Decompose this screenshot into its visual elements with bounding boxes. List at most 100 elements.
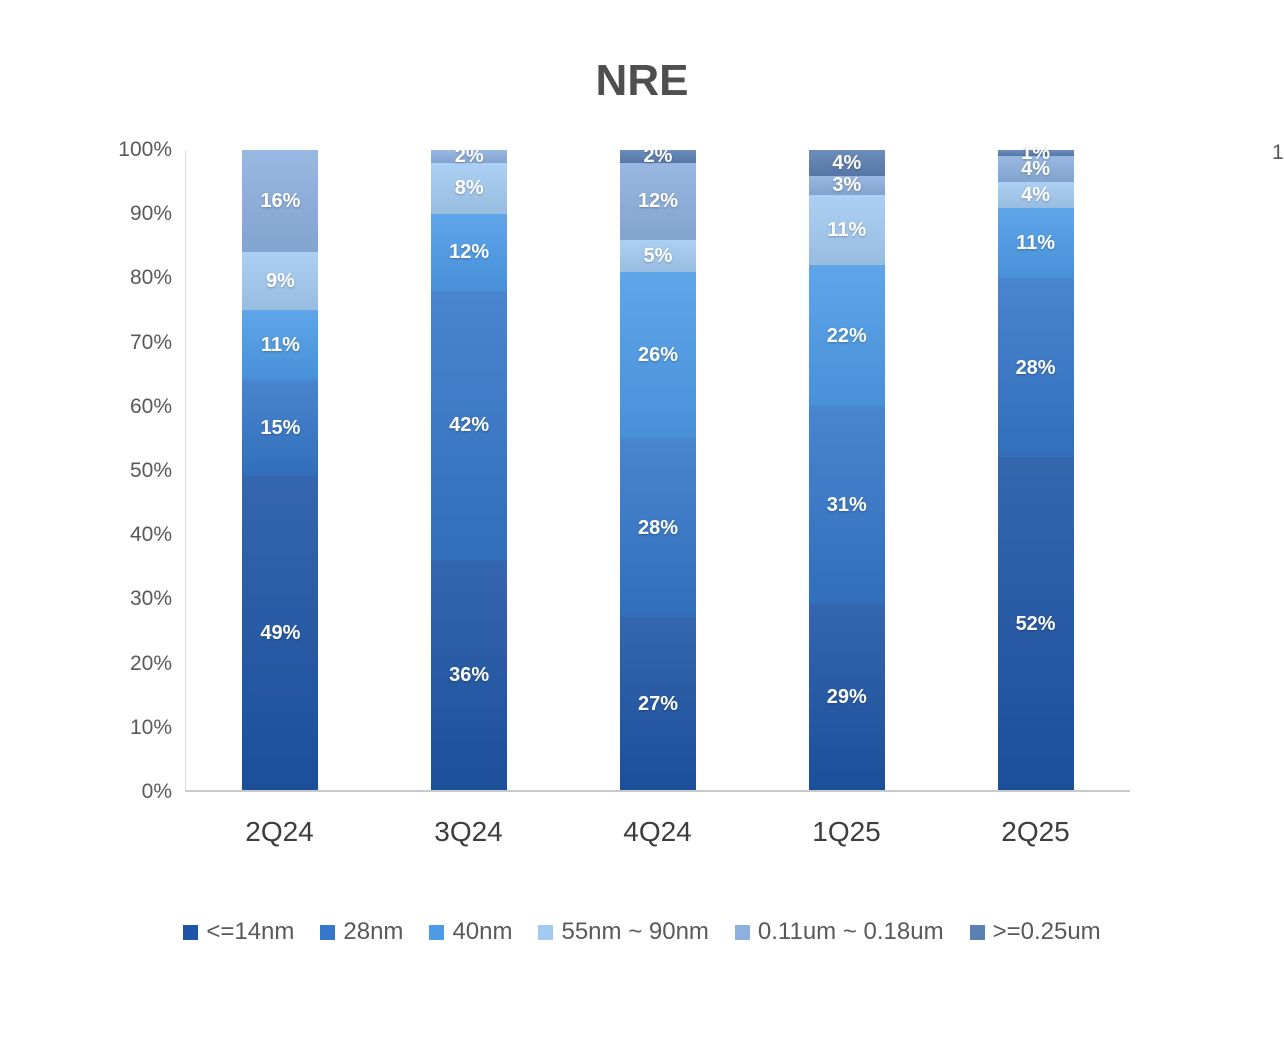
y-axis-label: 30% bbox=[129, 587, 172, 611]
bar-segment: 15% bbox=[242, 380, 319, 477]
bar-slot: 27% 28% 26% 5% 12% 2% bbox=[564, 146, 753, 790]
segment-value-label: 12% bbox=[637, 190, 678, 213]
segment-value-label: 2% bbox=[643, 145, 673, 168]
segment-value-label: 4% bbox=[832, 151, 862, 174]
segment-value-label: 12% bbox=[449, 241, 490, 264]
segment-value-label: 15% bbox=[260, 417, 301, 440]
bar-segment: 4% bbox=[997, 182, 1074, 208]
legend-swatch-icon bbox=[429, 924, 445, 940]
bar-segment: 27% bbox=[619, 617, 696, 790]
segment-value-label: 9% bbox=[265, 270, 295, 293]
segment-value-label: 11% bbox=[827, 219, 867, 242]
bar-segment: 8% bbox=[431, 162, 508, 215]
stacked-bar-1Q25: 29% 31% 22% 11% 3% 4% bbox=[808, 150, 885, 790]
legend-swatch-icon bbox=[538, 924, 554, 940]
segment-value-label: 2% bbox=[454, 145, 484, 168]
bar-segment: 42% bbox=[431, 290, 508, 560]
bars-layer: 49% 15% 11% 9% 16% 36% 42% 12% 8% 2% 27% 28% 26% 5% 12… bbox=[186, 143, 1130, 790]
legend-label: 40nm bbox=[452, 918, 513, 945]
bar-segment: 2% bbox=[431, 146, 508, 166]
bar-segment: 29% bbox=[808, 604, 885, 790]
segment-value-label: 28% bbox=[1015, 356, 1056, 379]
bar-segment: 9% bbox=[242, 252, 319, 311]
legend-label: 28nm bbox=[343, 918, 404, 945]
y-axis-label: 100% bbox=[118, 138, 172, 161]
segment-value-label: 4% bbox=[1021, 158, 1051, 181]
bar-segment: 12% bbox=[619, 162, 696, 240]
segment-value-label: 1% bbox=[1021, 142, 1051, 165]
y-axis-label: 90% bbox=[129, 202, 172, 226]
x-axis-label: 4Q24 bbox=[623, 816, 692, 847]
legend-item: 55nm ~ 90nm bbox=[538, 918, 709, 946]
segment-value-label: 3% bbox=[832, 174, 862, 197]
bar-segment: 22% bbox=[808, 265, 885, 407]
legend-swatch-icon bbox=[320, 924, 336, 940]
segment-value-label: 42% bbox=[449, 414, 490, 437]
plot-area: 49% 15% 11% 9% 16% 36% 42% 12% 8% 2% 27% 28% 26% 5% 12… bbox=[185, 143, 1130, 792]
y-axis-label: 50% bbox=[129, 459, 172, 482]
legend-item: 28nm bbox=[320, 918, 403, 946]
segment-value-label: 28% bbox=[637, 516, 678, 539]
x-axis-label: 2Q24 bbox=[245, 816, 314, 847]
bar-slot: 52% 28% 11% 4% 4% 1% bbox=[941, 143, 1130, 790]
stacked-bar-2Q24: 49% 15% 11% 9% 16% bbox=[242, 150, 319, 790]
segment-value-label: 8% bbox=[454, 177, 484, 200]
legend-item: >=0.25um bbox=[969, 918, 1101, 946]
bar-segment: 49% bbox=[242, 476, 319, 790]
bar-segment: 5% bbox=[619, 239, 696, 272]
bar-slot: 49% 15% 11% 9% 16% bbox=[186, 150, 375, 790]
legend-label: >=0.25um bbox=[992, 918, 1101, 945]
stacked-bar-3Q24: 36% 42% 12% 8% 2% bbox=[431, 146, 508, 790]
stacked-bar-2Q25: 52% 28% 11% 4% 4% 1% bbox=[997, 143, 1074, 790]
bar-segment: 36% bbox=[431, 559, 508, 790]
x-axis-label: 3Q24 bbox=[434, 816, 503, 847]
y-axis-label: 10% bbox=[129, 715, 172, 739]
segment-value-label: 52% bbox=[1015, 612, 1056, 635]
legend-swatch-icon bbox=[183, 924, 199, 940]
segment-value-label: 16% bbox=[260, 190, 301, 213]
segment-value-label: 49% bbox=[260, 622, 301, 645]
legend-item: 0.11um ~ 0.18um bbox=[734, 918, 944, 946]
bar-slot: 36% 42% 12% 8% 2% bbox=[375, 146, 564, 790]
bar-segment: 11% bbox=[997, 207, 1074, 279]
stray-clipped-text: 1 bbox=[1272, 141, 1284, 164]
bar-segment: 52% bbox=[997, 457, 1074, 790]
bar-segment: 11% bbox=[242, 310, 319, 381]
segment-value-label: 31% bbox=[826, 494, 867, 517]
y-axis-label: 40% bbox=[129, 523, 172, 547]
bar-segment: 2% bbox=[619, 146, 696, 166]
legend: <=14nm 28nm 40nm 55nm ~ 90nm 0.11um ~ 0.18um… bbox=[0, 918, 1284, 946]
x-axis-label: 1Q25 bbox=[812, 816, 881, 847]
y-axis-label: 80% bbox=[129, 266, 172, 290]
y-axis-label: 70% bbox=[129, 330, 172, 354]
legend-label: 55nm ~ 90nm bbox=[561, 918, 709, 945]
segment-value-label: 11% bbox=[260, 334, 300, 357]
segment-value-label: 5% bbox=[643, 244, 673, 267]
legend-item: <=14nm bbox=[183, 918, 294, 946]
bar-segment: 16% bbox=[242, 150, 319, 253]
bar-segment: 26% bbox=[619, 271, 696, 439]
bar-segment: 12% bbox=[431, 214, 508, 291]
legend-item: 40nm bbox=[429, 918, 512, 946]
segment-value-label: 36% bbox=[449, 663, 490, 686]
bar-segment: 28% bbox=[619, 438, 696, 618]
y-axis-label: 20% bbox=[129, 651, 172, 675]
bar-segment: 4% bbox=[997, 156, 1074, 183]
y-axis: 100% 90% 80% 70% 60% 50% 40% 30% 20% 10% 0% bbox=[50, 138, 172, 803]
stacked-bar-4Q24: 27% 28% 26% 5% 12% 2% bbox=[619, 146, 696, 790]
bar-segment: 28% bbox=[997, 278, 1074, 458]
segment-value-label: 4% bbox=[1021, 183, 1051, 206]
bar-slot: 29% 31% 22% 11% 3% 4% bbox=[752, 150, 941, 790]
bar-segment: 11% bbox=[808, 194, 885, 266]
bar-segment: 1% bbox=[997, 143, 1074, 163]
x-axis: 2Q24 3Q24 4Q24 1Q25 2Q25 bbox=[185, 816, 1130, 848]
segment-value-label: 29% bbox=[826, 686, 867, 709]
bar-segment: 3% bbox=[808, 174, 885, 197]
bar-segment: 4% bbox=[808, 150, 885, 176]
legend-label: 0.11um ~ 0.18um bbox=[757, 918, 944, 945]
y-axis-label: 0% bbox=[141, 780, 172, 803]
legend-swatch-icon bbox=[969, 924, 985, 940]
segment-value-label: 26% bbox=[637, 343, 678, 366]
chart-title: NRE bbox=[595, 56, 689, 105]
